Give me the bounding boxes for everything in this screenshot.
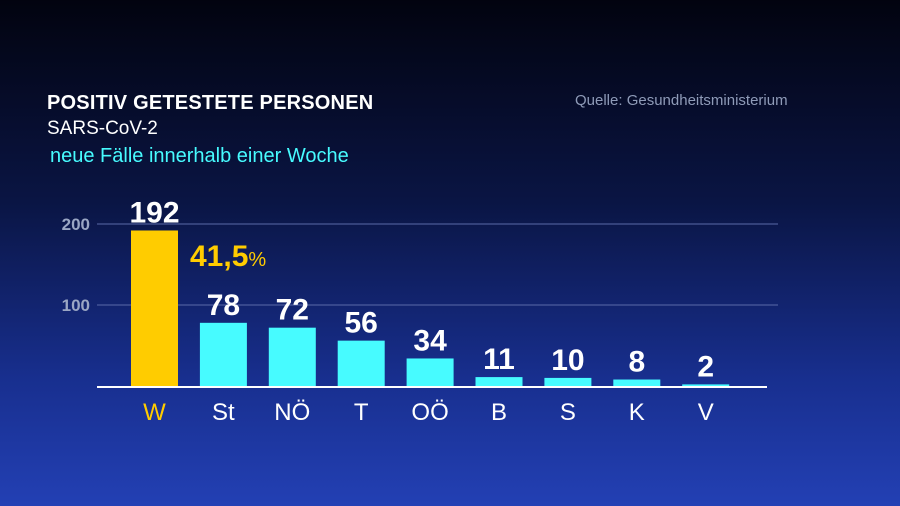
y-tick-label: 100 — [62, 296, 90, 315]
bar — [268, 327, 316, 386]
category-label: B — [491, 399, 507, 426]
chart-subtitle: SARS-CoV-2 — [47, 118, 158, 139]
data-label: 8 — [628, 346, 645, 379]
category-label: NÖ — [274, 399, 310, 426]
chart-subtitle-weekly: neue Fälle innerhalb einer Woche — [50, 145, 349, 167]
share-value: 41,5 — [190, 240, 248, 273]
data-label: 78 — [207, 289, 240, 322]
data-label: 72 — [276, 294, 309, 327]
data-label: 11 — [483, 343, 515, 376]
bar — [613, 379, 661, 386]
bar — [544, 377, 592, 386]
category-label: W — [143, 399, 166, 426]
chart-title: POSITIV GETESTETE PERSONEN — [47, 92, 374, 114]
bar — [406, 358, 454, 386]
share-unit: % — [248, 249, 266, 271]
bar — [131, 230, 178, 386]
data-label: 56 — [345, 307, 378, 340]
source-note: Quelle: Gesundheitsministerium — [575, 92, 788, 109]
bar — [475, 377, 523, 386]
bar — [337, 340, 385, 386]
y-tick-label: 200 — [62, 215, 90, 234]
category-label: St — [212, 399, 235, 426]
bar — [682, 384, 730, 386]
data-label: 34 — [413, 324, 447, 357]
share-annotation: 41,5% — [190, 240, 266, 273]
category-label: S — [560, 399, 576, 426]
bar — [199, 322, 247, 386]
category-label: T — [354, 399, 369, 426]
data-label: 10 — [551, 344, 584, 377]
data-label: 2 — [697, 350, 714, 383]
category-label: K — [629, 399, 645, 426]
category-label: V — [698, 399, 714, 426]
data-label: 192 — [129, 196, 179, 229]
category-label: OÖ — [411, 399, 448, 426]
